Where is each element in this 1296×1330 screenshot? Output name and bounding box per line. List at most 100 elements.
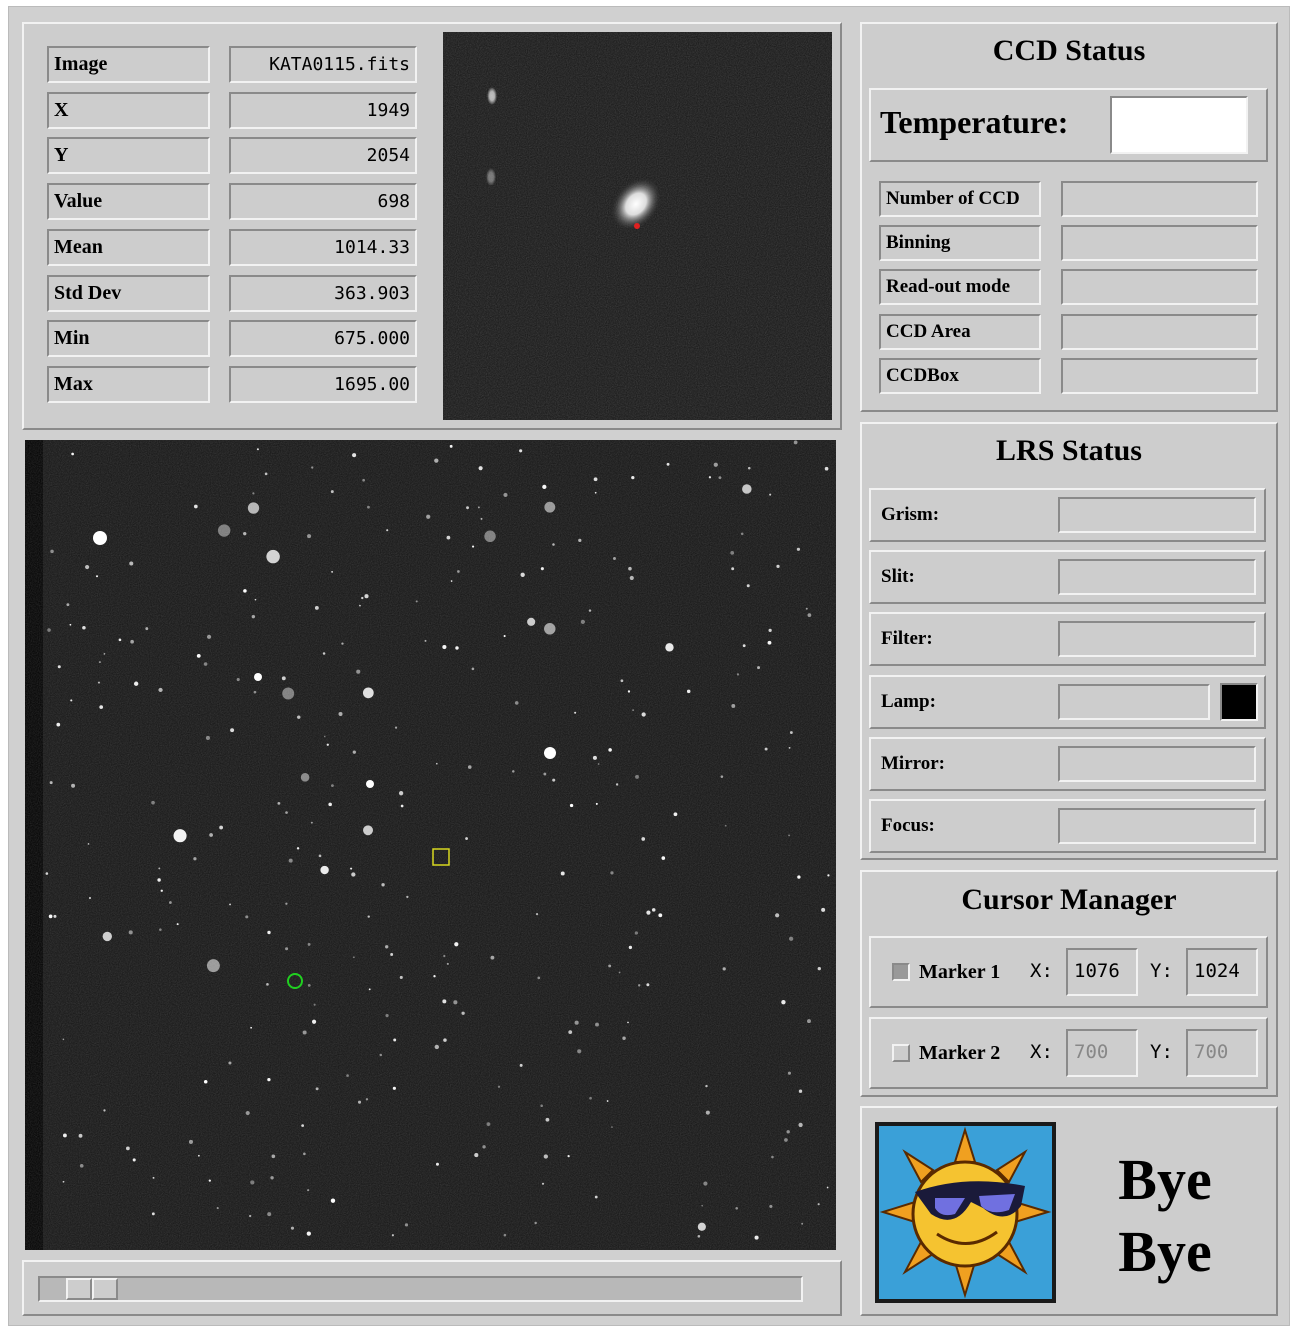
star xyxy=(133,1158,136,1161)
star xyxy=(103,932,112,941)
star xyxy=(151,801,155,805)
lrs-field-value[interactable] xyxy=(1058,559,1256,595)
star xyxy=(319,855,322,858)
star xyxy=(328,803,332,807)
star xyxy=(619,972,621,974)
star xyxy=(594,477,598,481)
star xyxy=(801,1223,803,1225)
star xyxy=(301,773,310,782)
star xyxy=(748,467,751,470)
star xyxy=(158,688,162,692)
ccd-field-value[interactable] xyxy=(1061,314,1258,350)
star xyxy=(786,1130,789,1133)
page: {"image_info": {"rows": [ {"label": "Ima… xyxy=(0,0,1296,1330)
lrs-field-label: Focus: xyxy=(876,799,935,853)
star xyxy=(308,943,311,946)
star xyxy=(243,532,246,535)
star xyxy=(613,557,616,560)
star xyxy=(784,1138,788,1142)
info-label: Max xyxy=(47,366,210,403)
star xyxy=(447,536,451,540)
star xyxy=(552,543,555,546)
info-value: 1695.00 xyxy=(229,366,417,403)
lrs-field-value[interactable] xyxy=(1058,497,1256,533)
star xyxy=(629,946,632,949)
lrs-field-value[interactable] xyxy=(1058,684,1210,720)
star xyxy=(721,775,724,778)
lrs-field-value[interactable] xyxy=(1058,621,1256,657)
ccd-field-label: Read-out mode xyxy=(879,269,1041,305)
star xyxy=(768,641,772,645)
lrs-field-value[interactable] xyxy=(1058,808,1256,844)
star xyxy=(596,803,598,805)
info-label: Image xyxy=(47,46,210,83)
star xyxy=(252,615,255,618)
info-label: Min xyxy=(47,320,210,357)
scrollbar-track[interactable] xyxy=(38,1276,803,1302)
star xyxy=(628,690,630,692)
star xyxy=(621,679,624,682)
marker-y-label: Y: xyxy=(1150,960,1173,982)
marker-x-label: X: xyxy=(1030,1041,1053,1063)
star xyxy=(361,597,363,599)
star xyxy=(82,626,86,630)
star xyxy=(134,682,138,686)
star xyxy=(401,805,404,808)
star xyxy=(635,775,639,779)
ccd-field-value[interactable] xyxy=(1061,358,1258,394)
star xyxy=(177,923,179,925)
temperature-label: Temperature: xyxy=(880,104,1068,141)
lrs-field-value[interactable] xyxy=(1058,746,1256,782)
marker-y-input[interactable]: 1024 xyxy=(1186,948,1258,996)
star xyxy=(433,975,435,977)
marker-checkbox[interactable] xyxy=(892,1044,910,1062)
marker-checkbox[interactable] xyxy=(892,963,910,981)
bye-text: Bye xyxy=(1100,1146,1230,1213)
star xyxy=(568,1155,570,1157)
star xyxy=(641,837,645,841)
marker-x-input[interactable]: 700 xyxy=(1066,1029,1138,1077)
info-value: 1949 xyxy=(229,92,417,129)
star xyxy=(157,878,160,881)
star xyxy=(776,565,779,568)
star xyxy=(209,1180,211,1182)
star xyxy=(638,984,640,986)
lamp-indicator[interactable] xyxy=(1220,683,1258,721)
star xyxy=(99,705,103,709)
star xyxy=(63,1134,67,1138)
star xyxy=(197,654,201,658)
star xyxy=(285,903,287,905)
info-label: X xyxy=(47,92,210,129)
star xyxy=(807,1019,811,1023)
star xyxy=(611,1126,613,1128)
star xyxy=(487,1122,491,1126)
temperature-input[interactable] xyxy=(1110,96,1248,154)
star xyxy=(775,913,779,917)
ccd-field-value[interactable] xyxy=(1061,269,1258,305)
marker-y-input[interactable]: 700 xyxy=(1186,1029,1258,1077)
scrollbar-thumb[interactable] xyxy=(66,1278,92,1300)
star xyxy=(543,773,546,776)
star xyxy=(380,1054,382,1056)
star xyxy=(598,763,600,765)
star xyxy=(595,492,597,494)
marker-x-input[interactable]: 1076 xyxy=(1066,948,1138,996)
star xyxy=(230,728,234,732)
ccd-field-value[interactable] xyxy=(1061,225,1258,261)
scrollbar-thumb[interactable] xyxy=(92,1278,118,1300)
ccd-field-value[interactable] xyxy=(1061,181,1258,217)
star xyxy=(646,911,650,915)
lrs-field-label: Filter: xyxy=(876,612,933,666)
star xyxy=(58,665,61,668)
star xyxy=(593,756,597,760)
lrs-title: LRS Status xyxy=(860,434,1278,468)
star xyxy=(504,635,506,637)
sun-logo[interactable] xyxy=(875,1122,1056,1303)
star xyxy=(406,896,408,898)
star xyxy=(616,783,618,785)
star xyxy=(436,1163,439,1166)
star xyxy=(353,956,355,958)
star xyxy=(540,1104,543,1107)
star xyxy=(341,643,343,645)
star xyxy=(698,1223,706,1231)
